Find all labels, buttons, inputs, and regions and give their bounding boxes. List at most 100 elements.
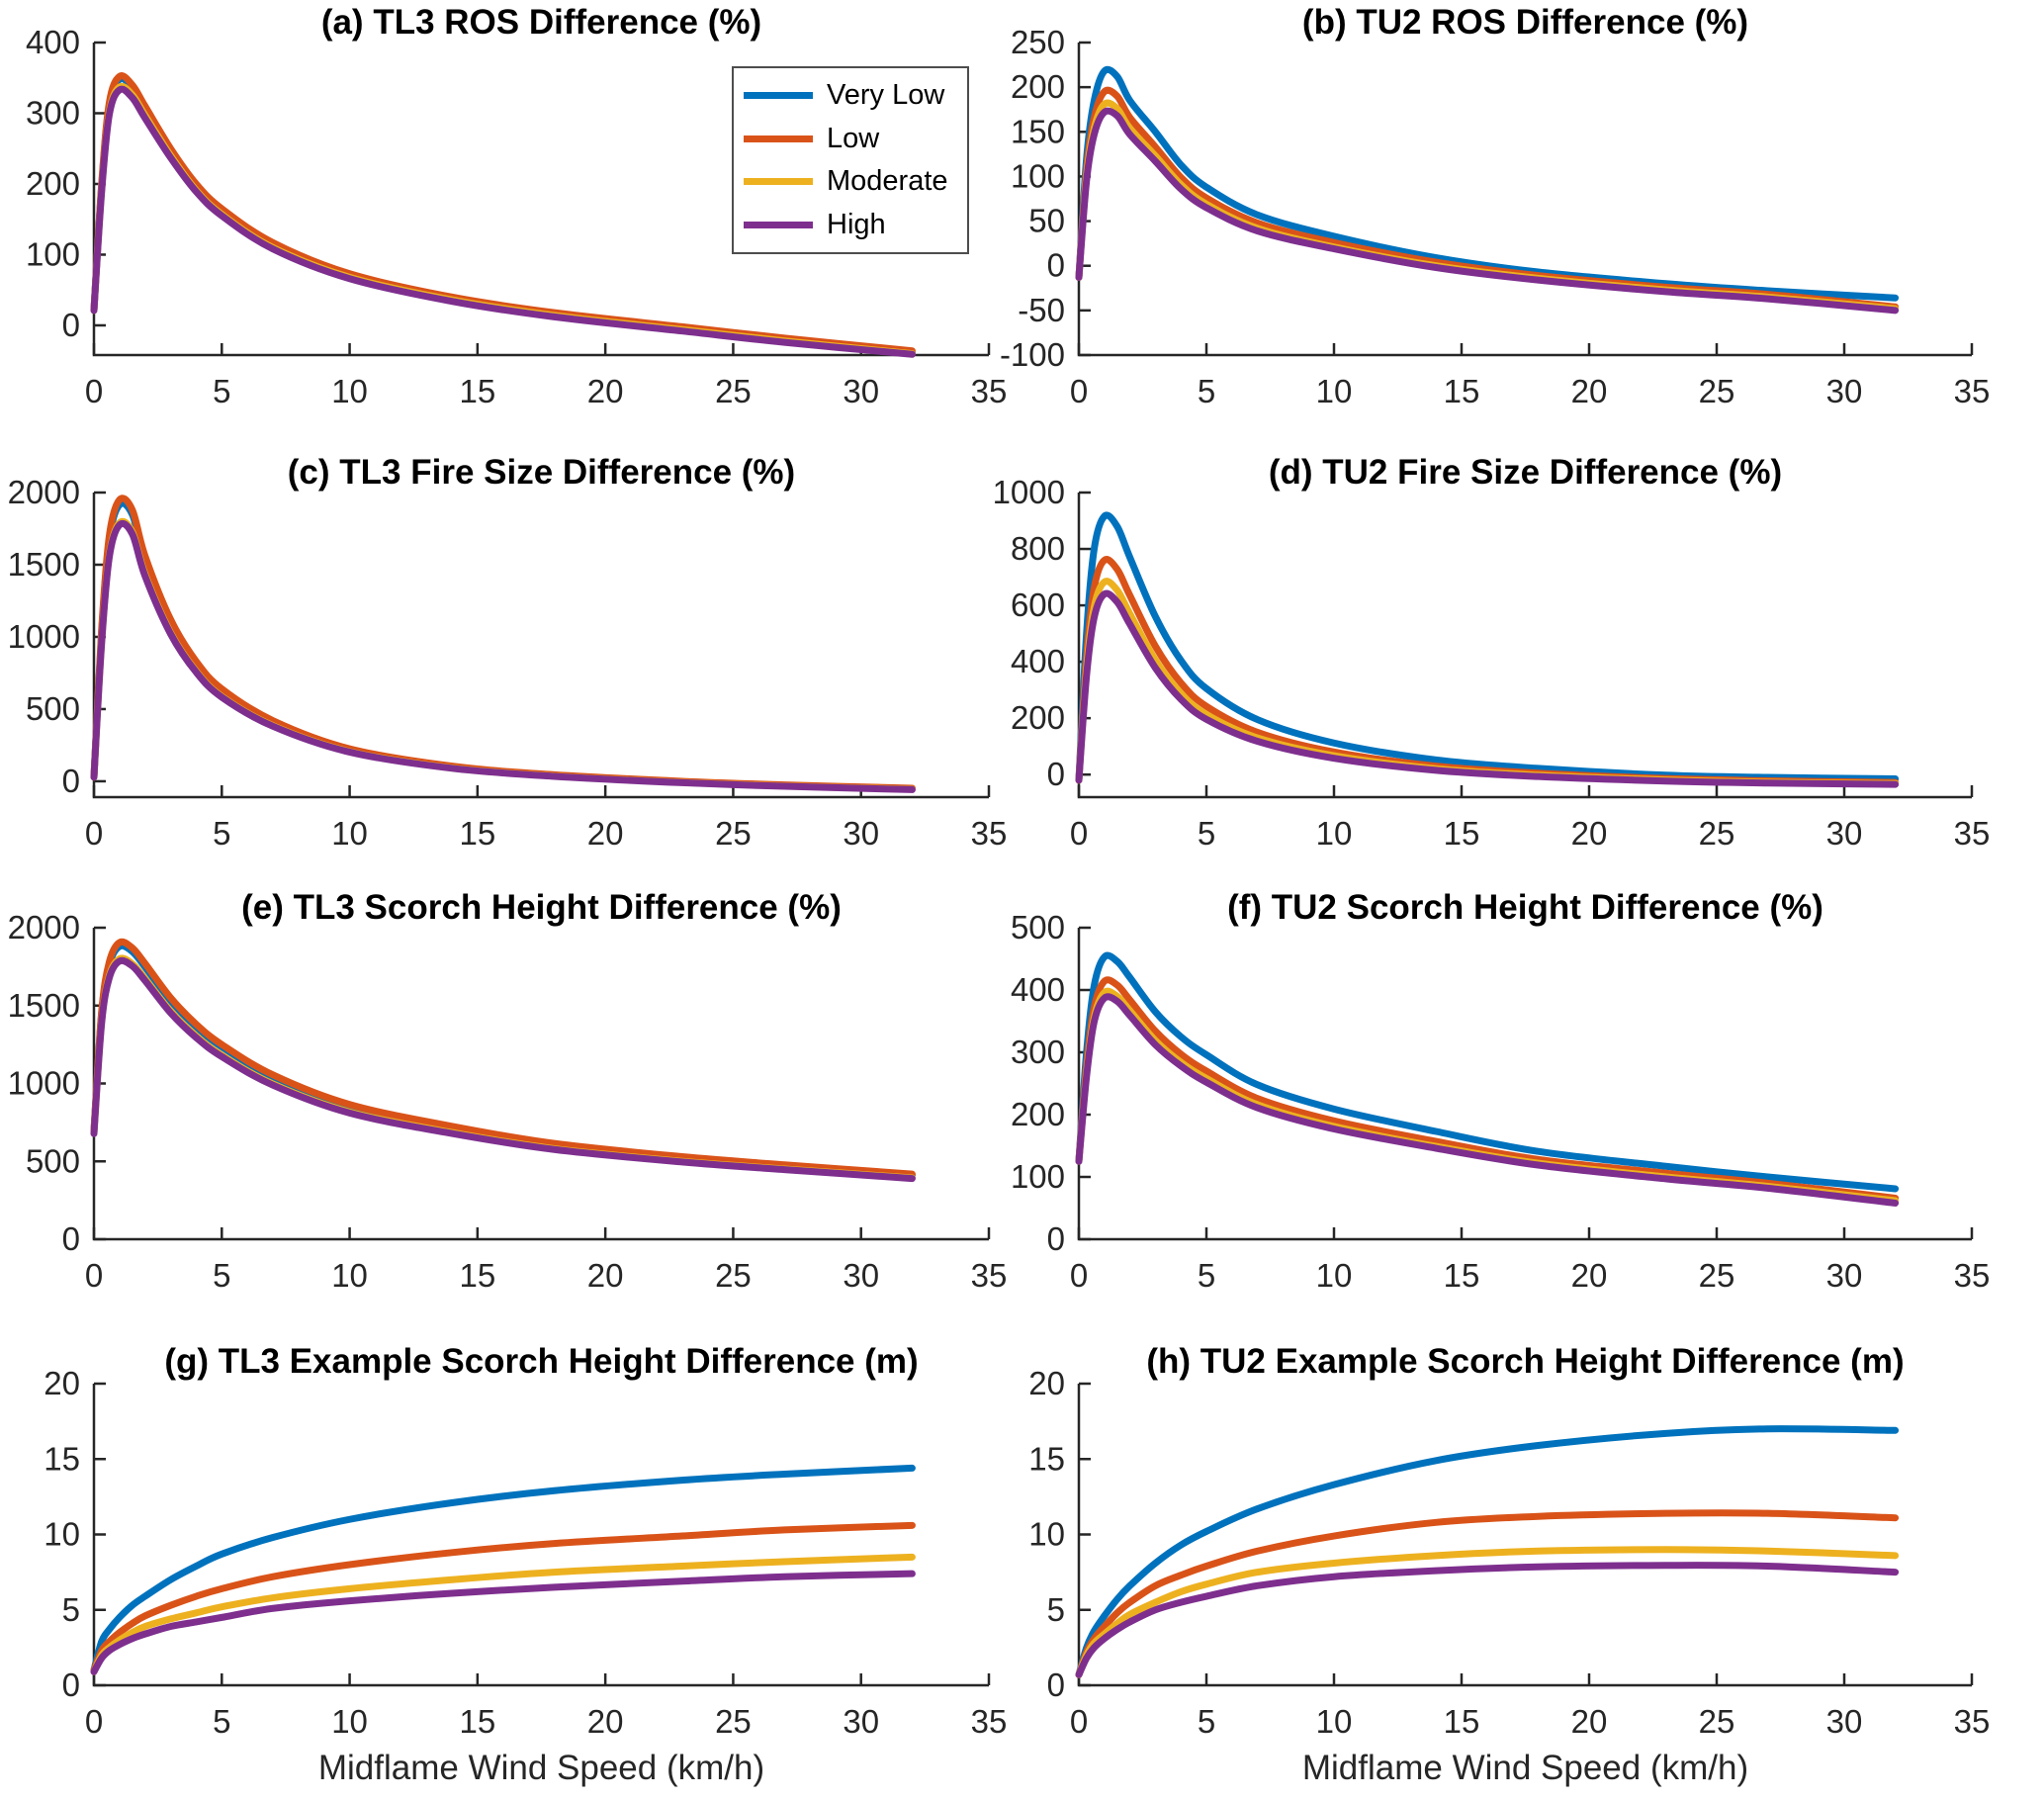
- series-c-low: [90, 495, 916, 792]
- panel-h-title: (h) TU2 Example Scorch Height Difference…: [1146, 1342, 1905, 1381]
- x-tick-label-b: 15: [1444, 373, 1480, 409]
- x-tick-label-d: 20: [1571, 815, 1608, 852]
- x-tick-label-e: 10: [331, 1257, 368, 1294]
- panel-g-title: (g) TL3 Example Scorch Height Difference…: [164, 1342, 919, 1381]
- x-tick-label-c: 35: [971, 815, 1008, 852]
- x-tick-label-a: 20: [587, 373, 624, 409]
- x-tick-label-b: 0: [1070, 373, 1088, 409]
- y-tick-label-b: 100: [1011, 157, 1065, 194]
- series-f-moderate: [1075, 987, 1900, 1205]
- y-tick-label-b: 150: [1011, 113, 1065, 149]
- y-tick-label-c: 1000: [8, 618, 80, 655]
- x-tick-label-e: 20: [587, 1257, 624, 1294]
- series-h-high: [1075, 1562, 1900, 1678]
- legend-item-very-low: Very Low: [744, 81, 967, 110]
- y-tick-label-b: 250: [1011, 24, 1065, 60]
- y-tick-label-g: 10: [44, 1516, 80, 1553]
- series-g-low: [90, 1521, 916, 1674]
- y-tick-label-e: 1500: [8, 987, 80, 1024]
- y-tick-label-f: 0: [1047, 1220, 1065, 1257]
- x-tick-label-b: 25: [1699, 373, 1735, 409]
- x-tick-label-h: 15: [1444, 1703, 1480, 1740]
- x-tick-label-e: 15: [459, 1257, 495, 1294]
- x-tick-label-d: 5: [1198, 815, 1215, 852]
- x-tick-label-e: 0: [85, 1257, 103, 1294]
- y-tick-label-f: 400: [1011, 971, 1065, 1008]
- y-tick-label-g: 20: [44, 1365, 80, 1401]
- x-tick-label-f: 0: [1070, 1257, 1088, 1294]
- legend: Very Low Low Moderate High: [732, 66, 969, 254]
- y-tick-label-c: 1500: [8, 546, 80, 583]
- y-tick-label-h: 10: [1028, 1516, 1065, 1553]
- legend-line-swatch-very-low: [744, 92, 813, 100]
- x-tick-label-d: 10: [1316, 815, 1353, 852]
- axis-spines-g: [92, 1384, 989, 1687]
- y-tick-label-g: 15: [44, 1440, 80, 1477]
- axis-spines-c: [92, 493, 989, 799]
- series-h-low: [1075, 1509, 1900, 1678]
- x-tick-label-f: 5: [1198, 1257, 1215, 1294]
- panel-d-title: (d) TU2 Fire Size Difference (%): [1268, 453, 1783, 492]
- y-tick-label-f: 200: [1011, 1096, 1065, 1132]
- x-tick-label-g: 35: [971, 1703, 1008, 1740]
- y-tick-label-a: 200: [26, 165, 80, 202]
- y-tick-label-h: 5: [1047, 1591, 1065, 1628]
- series-g-high: [90, 1570, 916, 1675]
- x-tick-label-c: 0: [85, 815, 103, 852]
- y-tick-label-f: 500: [1011, 909, 1065, 946]
- x-tick-label-c: 10: [331, 815, 368, 852]
- x-tick-label-b: 10: [1316, 373, 1353, 409]
- x-tick-label-c: 5: [213, 815, 230, 852]
- legend-item-high: High: [744, 210, 967, 239]
- series-g-moderate: [90, 1553, 916, 1675]
- y-tick-label-d: 200: [1011, 699, 1065, 736]
- x-tick-label-a: 30: [843, 373, 879, 409]
- x-tick-label-d: 0: [1070, 815, 1088, 852]
- x-tick-label-d: 30: [1826, 815, 1863, 852]
- panel-e-title: (e) TL3 Scorch Height Difference (%): [241, 888, 842, 927]
- y-tick-label-e: 0: [62, 1220, 80, 1257]
- panel-f: 0 5 10 15 20 25 30 35 0 100 200 300 400 500: [1011, 909, 1990, 1294]
- y-tick-label-h: 15: [1028, 1440, 1065, 1477]
- x-tick-label-d: 15: [1444, 815, 1480, 852]
- legend-label: Low: [827, 122, 880, 154]
- y-tick-label-g: 0: [62, 1666, 80, 1703]
- x-tick-label-f: 30: [1826, 1257, 1863, 1294]
- series-c-moderate: [90, 517, 916, 793]
- series-f-high: [1075, 993, 1900, 1207]
- series-d-high: [1075, 589, 1900, 788]
- x-tick-label-a: 10: [331, 373, 368, 409]
- y-tick-label-c: 500: [26, 690, 80, 727]
- series-d-low: [1075, 556, 1900, 786]
- legend-item-low: Low: [744, 122, 967, 154]
- series-f-low: [1075, 976, 1900, 1202]
- series-e-high: [90, 956, 916, 1183]
- x-tick-label-g: 15: [459, 1703, 495, 1740]
- series-b-high: [1075, 107, 1900, 315]
- axis-spines-d: [1077, 493, 1972, 799]
- series-c-high: [90, 519, 916, 793]
- panel-e: 0 5 10 15 20 25 30 35 0 500 1000 1500 2000: [8, 909, 1008, 1294]
- legend-item-moderate: Moderate: [744, 167, 967, 196]
- series-b-very-low: [1075, 65, 1900, 302]
- legend-label: Moderate: [827, 165, 948, 198]
- x-tick-label-f: 15: [1444, 1257, 1480, 1294]
- y-tick-label-d: 600: [1011, 586, 1065, 623]
- y-tick-label-c: 0: [62, 763, 80, 799]
- axis-spines-e: [92, 928, 989, 1241]
- x-tick-label-f: 25: [1699, 1257, 1735, 1294]
- x-tick-label-d: 25: [1699, 815, 1735, 852]
- x-tick-label-f: 10: [1316, 1257, 1353, 1294]
- legend-line-swatch-low: [744, 135, 813, 142]
- y-tick-label-a: 300: [26, 94, 80, 131]
- x-tick-label-h: 5: [1198, 1703, 1215, 1740]
- x-tick-label-e: 30: [843, 1257, 879, 1294]
- x-tick-label-a: 25: [715, 373, 752, 409]
- x-axis-label-left: Midflame Wind Speed (km/h): [317, 1749, 765, 1787]
- x-tick-label-g: 20: [587, 1703, 624, 1740]
- y-tick-label-b: 50: [1028, 203, 1065, 239]
- y-tick-label-d: 800: [1011, 530, 1065, 567]
- y-tick-label-a: 100: [26, 235, 80, 272]
